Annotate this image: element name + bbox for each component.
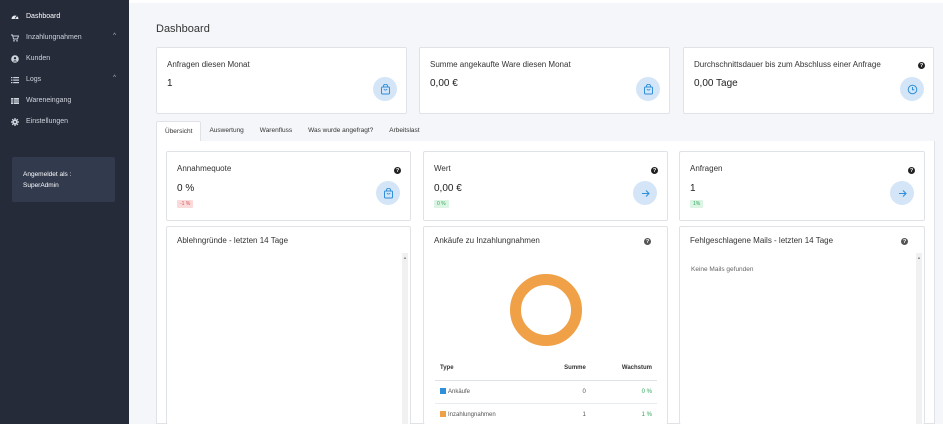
panel-title: Ankäufe zu Inzahlungnahmen (434, 236, 540, 245)
chevron-up-icon: ^ (113, 33, 116, 39)
sidebar-item-logs[interactable]: Logs ^ (0, 69, 129, 90)
scroll-up-icon[interactable]: ▲ (403, 255, 407, 260)
stat-title: Durchschnittsdauer bis zum Abschluss ein… (694, 60, 881, 69)
help-icon[interactable]: ? (651, 167, 658, 174)
sidebar-item-label: Logs (26, 76, 42, 83)
stat-card-avg-duration: Durchschnittsdauer bis zum Abschluss ein… (683, 47, 934, 114)
scrollbar[interactable]: ▲ (916, 253, 922, 424)
login-label: Angemeldet als : (23, 171, 72, 178)
kpi-value: 0 % (177, 183, 195, 194)
stat-value: 0,00 € (430, 78, 458, 89)
panel-ankaeufe: Ankäufe zu Inzahlungnahmen ? Type Summe … (423, 226, 668, 424)
table-cell-sum: 1 (540, 403, 596, 424)
kpi-value: 0,00 € (434, 183, 462, 194)
table-cell-type: Inzahlungnahmen (435, 403, 541, 424)
top-bar (129, 0, 943, 3)
kpi-card-annahmequote: Annahmequote ? 0 % -1 % (166, 151, 411, 221)
arrow-right-icon[interactable] (633, 181, 657, 205)
donut-slice-inzahlungnahmen (510, 274, 582, 346)
stat-card-requests: Anfragen diesen Monat 1 (156, 47, 407, 114)
table-header-row: Type Summe Wachstum (435, 356, 657, 381)
help-icon[interactable]: ? (901, 238, 908, 245)
sidebar-item-einstellungen[interactable]: Einstellungen (0, 111, 129, 132)
column-header-wachstum: Wachstum (595, 356, 657, 381)
sidebar-item-dashboard[interactable]: Dashboard (0, 6, 129, 27)
growth-badge: 0 % (434, 200, 449, 208)
column-header-summe: Summe (540, 356, 596, 381)
kpi-card-wert: Wert ? 0,00 € 0 % (423, 151, 668, 221)
chevron-up-icon: ^ (113, 75, 116, 81)
empty-state-text: Keine Mails gefunden (691, 266, 754, 273)
panel-title: Ablehngründe - letzten 14 Tage (177, 236, 289, 245)
sidebar-item-label: Kunden (26, 55, 51, 62)
tab-bar: Übersicht Auswertung Warenfluss Was wurd… (156, 121, 428, 141)
sidebar-item-label: Inzahlungnahmen (26, 34, 82, 41)
stat-title: Summe angekaufte Ware diesen Monat (430, 60, 571, 69)
sidebar-item-label: Wareneingang (26, 97, 72, 104)
bag-icon (373, 77, 397, 101)
panel-fehlgeschlagene-mails: Fehlgeschlagene Mails - letzten 14 Tage … (679, 226, 925, 424)
kpi-title: Anfragen (690, 164, 723, 173)
purchases-table: Type Summe Wachstum Ankäufe 0 0 % Inzahl… (435, 356, 657, 424)
cart-icon (10, 33, 19, 42)
stat-value: 1 (167, 78, 173, 89)
table-cell-sum: 0 (540, 380, 596, 404)
table-icon (10, 96, 19, 105)
stat-title: Anfragen diesen Monat (167, 60, 250, 69)
kpi-title: Wert (434, 164, 451, 173)
table-row: Inzahlungnahmen 1 1 % (435, 403, 657, 424)
sidebar-item-label: Einstellungen (26, 118, 69, 125)
bag-icon (376, 181, 400, 205)
stat-card-purchase-sum: Summe angekaufte Ware diesen Monat 0,00 … (419, 47, 670, 114)
table-cell-type: Ankäufe (435, 380, 541, 404)
help-icon[interactable]: ? (394, 167, 401, 174)
sidebar: Dashboard Inzahlungnahmen ^ Kunden Logs … (0, 0, 129, 424)
table-row: Ankäufe 0 0 % (435, 380, 657, 404)
clock-icon (900, 77, 924, 101)
sidebar-item-label: Dashboard (26, 13, 61, 20)
table-cell-growth: 1 % (595, 403, 657, 424)
panel-title: Fehlgeschlagene Mails - letzten 14 Tage (690, 236, 834, 245)
gear-icon (10, 117, 19, 126)
help-icon[interactable]: ? (918, 62, 925, 69)
kpi-card-anfragen: Anfragen ? 1 1% (679, 151, 925, 221)
help-icon[interactable]: ? (644, 238, 651, 245)
help-icon[interactable]: ? (908, 167, 915, 174)
sidebar-item-inzahlungnahmen[interactable]: Inzahlungnahmen ^ (0, 27, 129, 48)
scroll-up-icon[interactable]: ▲ (917, 255, 921, 260)
user-icon (10, 54, 19, 63)
kpi-value: 1 (690, 183, 696, 194)
tab-auswertung[interactable]: Auswertung (209, 127, 244, 134)
sidebar-item-kunden[interactable]: Kunden (0, 48, 129, 69)
scrollbar[interactable]: ▲ (402, 253, 408, 424)
login-user: SuperAdmin (23, 182, 59, 189)
donut-chart (510, 274, 582, 346)
tab-was-wurde-angefragt[interactable]: Was wurde angefragt? (308, 127, 374, 134)
arrow-right-icon[interactable] (890, 181, 914, 205)
stat-value: 0,00 Tage (694, 78, 738, 89)
bag-icon (636, 77, 660, 101)
tab-arbeitslast[interactable]: Arbeitslast (389, 127, 420, 134)
sidebar-item-wareneingang[interactable]: Wareneingang (0, 90, 129, 111)
list-icon (10, 75, 19, 84)
growth-badge: -1 % (177, 200, 194, 208)
kpi-title: Annahmequote (177, 164, 232, 173)
legend-swatch (440, 388, 446, 394)
dashboard-icon (10, 12, 19, 21)
panel-ablehngruende: Ablehngründe - letzten 14 Tage ▲ (166, 226, 411, 424)
growth-badge: 1% (690, 200, 704, 208)
column-header-type: Type (435, 356, 541, 381)
tab-uebersicht[interactable]: Übersicht (156, 121, 202, 141)
legend-swatch (440, 411, 446, 417)
table-cell-growth: 0 % (595, 380, 657, 404)
page-title: Dashboard (156, 23, 210, 35)
tab-warenfluss[interactable]: Warenfluss (259, 127, 293, 134)
login-info: Angemeldet als : SuperAdmin (12, 157, 115, 202)
